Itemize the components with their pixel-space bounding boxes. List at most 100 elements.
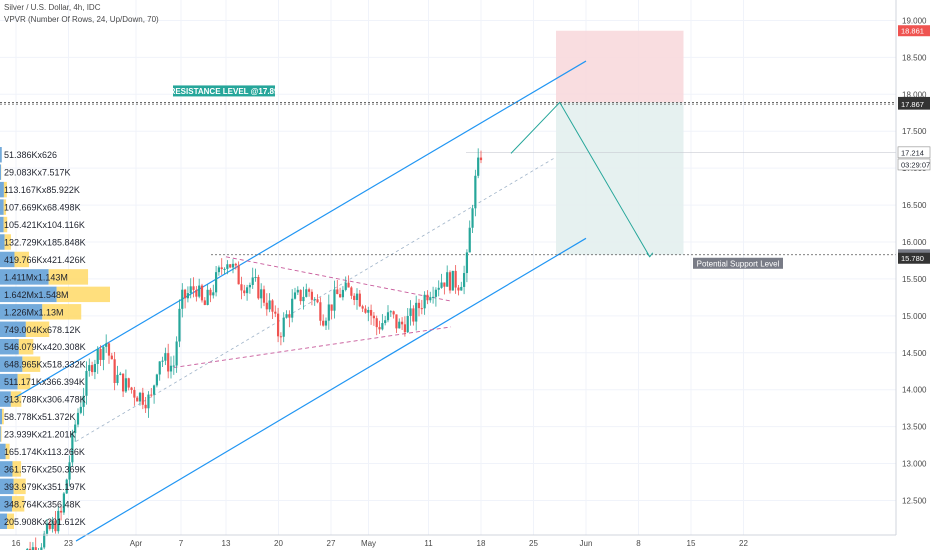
time-tick-label: 27 [327, 539, 336, 548]
candle-body [215, 272, 217, 292]
volume-row-label: 58.778Kx51.372K [4, 412, 76, 422]
candle-body [474, 176, 476, 209]
candle-body [94, 364, 96, 372]
candle-body [435, 290, 437, 297]
candle-body [156, 374, 158, 385]
candle-body [322, 321, 324, 326]
candle-body [356, 294, 358, 300]
volume-row-label: 361.576Kx250.369K [4, 464, 86, 474]
candle-body [316, 299, 318, 302]
candle-body [153, 385, 155, 394]
candle-body [226, 264, 228, 269]
candle-body [80, 407, 82, 413]
volume-row-label: 1.226Mx1.13M [4, 307, 64, 317]
candle-body [457, 288, 459, 291]
candle-body [150, 395, 152, 396]
candle-body [421, 308, 423, 309]
volume-row-down [1, 426, 2, 441]
time-tick-label: Apr [130, 539, 143, 548]
indicator-legend[interactable]: VPVR (Number Of Rows, 24, Up/Down, 70) [4, 15, 159, 24]
volume-row-label: 105.421Kx104.116K [4, 220, 85, 230]
volume-row-label: 511.171Kx366.394K [4, 377, 85, 387]
volume-row-label: 313.788Kx306.478K [4, 395, 86, 405]
candle-body [116, 375, 118, 383]
candle-body [359, 294, 361, 307]
candle-body [350, 287, 352, 295]
candle-body [398, 322, 400, 329]
time-tick-label: 23 [64, 539, 73, 548]
candle-body [390, 311, 392, 312]
volume-row-label: 1.642Mx1.548M [4, 290, 69, 300]
candle-body [455, 271, 457, 288]
candle-body [229, 264, 231, 267]
candle-body [345, 283, 347, 290]
candle-body [387, 312, 389, 320]
volume-row-label: 348.764Kx356.48K [4, 499, 81, 509]
candle-body [235, 264, 237, 266]
candle-body [128, 378, 130, 387]
chart-title: Silver / U.S. Dollar, 4h, IDC [4, 3, 100, 12]
candle-body [370, 310, 372, 316]
volume-row-label: 165.174Kx113.266K [4, 447, 85, 457]
candle-body [308, 289, 310, 292]
candle-body [198, 286, 200, 297]
candle-body [452, 271, 454, 291]
candle-body [209, 290, 211, 296]
take-profit-zone [556, 102, 684, 254]
candle-body [342, 290, 344, 297]
price-tick-label: 19.000 [902, 16, 927, 25]
candle-body [218, 267, 220, 272]
candle-body [353, 296, 355, 300]
candle-body [339, 294, 341, 297]
candle-body [136, 398, 138, 402]
candle-body [294, 292, 296, 298]
candle-body [173, 366, 175, 367]
candle-body [460, 287, 462, 291]
candle-body [300, 290, 302, 301]
price-tick-label: 15.000 [902, 312, 927, 321]
candle-body [178, 309, 180, 342]
candle-body [347, 283, 349, 288]
price-tag-label: 15.780 [901, 254, 924, 263]
candle-body [280, 336, 282, 337]
time-tick-label: 15 [687, 539, 696, 548]
time-tick-label: 16 [12, 539, 21, 548]
volume-row-label: 393.979Kx351.197K [4, 482, 86, 492]
volume-row-label: 648.965Kx518.332K [4, 360, 86, 370]
time-tick-label: May [361, 539, 376, 548]
candle-body [43, 534, 45, 548]
candle-body [142, 393, 144, 405]
candle-body [429, 297, 431, 300]
candle-body [212, 292, 214, 295]
candle-body [412, 308, 414, 321]
candle-body [418, 303, 420, 308]
candle-body [207, 290, 209, 305]
candle-body [415, 303, 417, 322]
candle-body [297, 290, 299, 293]
candle-body [201, 286, 203, 301]
position-zones [556, 31, 684, 255]
candle-body [277, 314, 279, 337]
candle-body [404, 324, 406, 332]
volume-row-label: 749.004Kx678.12K [4, 325, 81, 335]
candle-body [393, 311, 395, 314]
price-tick-label: 17.500 [902, 127, 927, 136]
price-tag-label: 18.861 [901, 27, 924, 36]
price-tick-label: 16.000 [902, 238, 927, 247]
candle-body [336, 289, 338, 294]
candle-body [246, 287, 248, 293]
candle-body [271, 300, 273, 311]
candle-body [266, 303, 268, 310]
time-tick-label: 18 [477, 539, 486, 548]
candle-body [190, 286, 192, 293]
candle-body [331, 304, 333, 310]
candle-body [269, 300, 271, 309]
candle-body [384, 320, 386, 323]
price-tick-label: 13.500 [902, 423, 927, 432]
price-tag-label: 17.214 [901, 148, 924, 157]
volume-row-label: 113.167Kx85.922K [4, 185, 80, 195]
candle-body [97, 349, 99, 364]
